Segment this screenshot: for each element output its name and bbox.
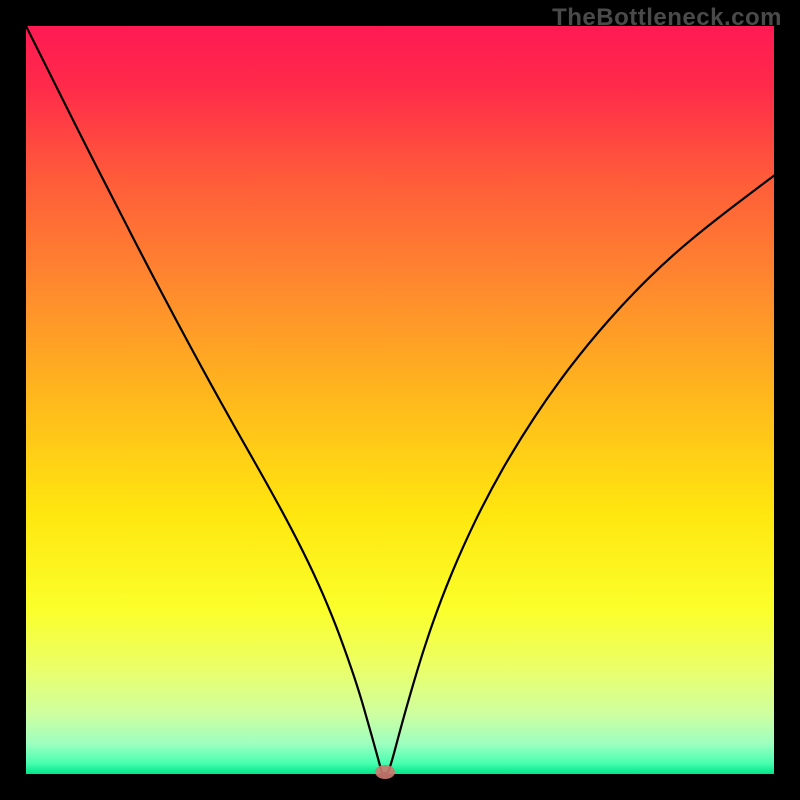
minimum-marker: [375, 765, 395, 779]
bottleneck-chart: [0, 0, 800, 800]
plot-background: [26, 26, 774, 774]
chart-frame: TheBottleneck.com: [0, 0, 800, 800]
watermark-text: TheBottleneck.com: [552, 4, 782, 32]
